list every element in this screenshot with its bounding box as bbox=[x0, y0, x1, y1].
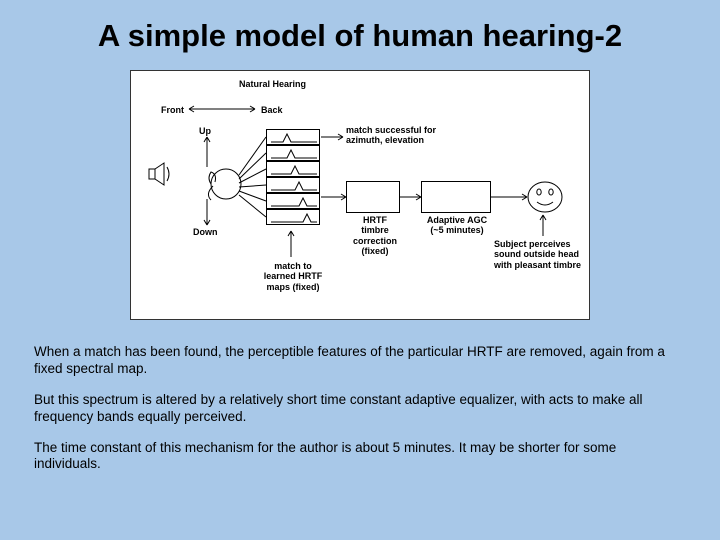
hrtf-label-sub: timbre correction (fixed) bbox=[353, 225, 397, 256]
paragraph-3: The time constant of this mechanism for … bbox=[34, 440, 686, 474]
paragraph-1: When a match has been found, the percept… bbox=[34, 344, 686, 378]
filter-row bbox=[266, 177, 320, 193]
hrtf-box bbox=[346, 181, 400, 213]
filter-row bbox=[266, 209, 320, 225]
hearing-diagram: Natural Hearing Front Back Up Down match… bbox=[130, 70, 590, 320]
agc-box bbox=[421, 181, 491, 213]
paragraph-2: But this spectrum is altered by a relati… bbox=[34, 392, 686, 426]
filter-row bbox=[266, 161, 320, 177]
filter-row bbox=[266, 193, 320, 209]
page-title: A simple model of human hearing-2 bbox=[34, 18, 686, 54]
hrtf-label-main: HRTF bbox=[363, 215, 387, 225]
filter-row bbox=[266, 145, 320, 161]
filter-row bbox=[266, 129, 320, 145]
agc-label: Adaptive AGC (~5 minutes) bbox=[421, 215, 493, 236]
